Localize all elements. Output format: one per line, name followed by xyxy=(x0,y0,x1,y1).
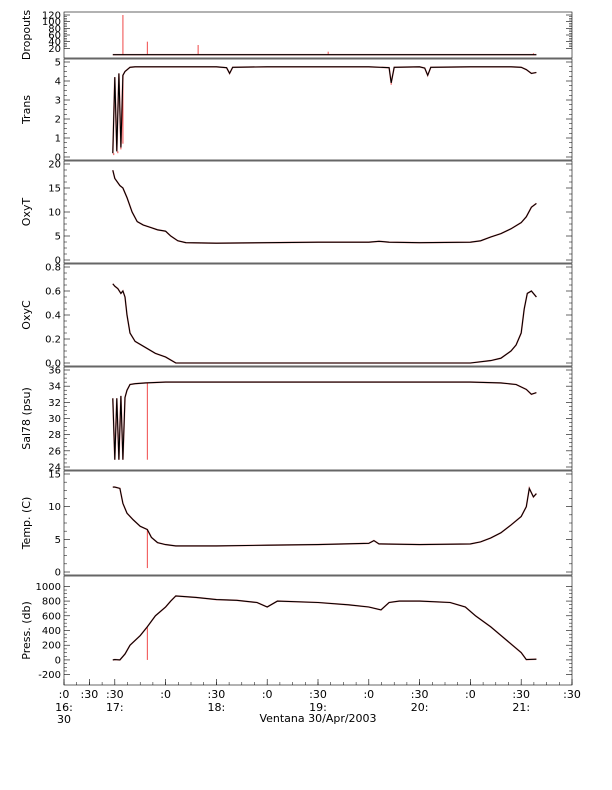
y-tick-label: 400 xyxy=(42,626,61,637)
y-tick-label: 60 xyxy=(48,31,61,42)
y-tick-label: 20 xyxy=(48,44,61,55)
y-tick-label: 40 xyxy=(48,37,61,48)
series-line xyxy=(112,595,537,661)
series-flag-overlay xyxy=(112,65,537,154)
y-tick-label: 10 xyxy=(48,502,61,513)
y-tick-label: 36 xyxy=(48,366,61,377)
panel-frame xyxy=(63,263,573,367)
y-axis-title: OxyT xyxy=(20,198,33,227)
panel-frame xyxy=(63,58,573,161)
series-line xyxy=(112,381,537,460)
y-tick-label: 0 xyxy=(55,256,61,267)
x-tick-label: :30 xyxy=(81,688,99,701)
y-tick-label: 0 xyxy=(55,655,61,666)
series-line xyxy=(112,486,537,547)
panel-sal78: 24 26 28 30 32 34 36 Sal78 (psu) xyxy=(20,366,573,474)
y-tick-label: 120 xyxy=(42,11,61,22)
panel-trans: 0 1 2 3 4 5 Trans xyxy=(20,58,573,164)
y-tick-label: 200 xyxy=(42,641,61,652)
y-axis-title: OxyC xyxy=(20,300,33,330)
y-tick-label: -200 xyxy=(38,670,61,681)
y-tick-label: 26 xyxy=(48,446,61,457)
y-tick-label: 4 xyxy=(55,77,61,88)
y-axis-title: Dropouts xyxy=(20,10,33,60)
y-axis-title: Trans xyxy=(20,95,33,125)
y-tick-label: 28 xyxy=(48,430,61,441)
y-tick-label: 600 xyxy=(42,611,61,622)
y-tick-label: 5 xyxy=(55,535,61,546)
y-tick-label: 80 xyxy=(48,24,61,35)
y-tick-label: 3 xyxy=(55,96,61,107)
y-tick-label: 800 xyxy=(42,597,61,608)
y-tick-label: 0 xyxy=(55,153,61,164)
series-flag-overlay xyxy=(112,283,538,364)
y-tick-label: 15 xyxy=(48,184,61,195)
x-tick-label: :30 xyxy=(309,688,327,701)
y-tick-label: 0.6 xyxy=(45,287,61,298)
y-tick-label: 0.8 xyxy=(45,263,61,274)
x-tick-sublabel: 17: xyxy=(106,701,124,714)
y-tick-label: 32 xyxy=(48,398,61,409)
series-flag-overlay xyxy=(112,595,537,661)
series-line xyxy=(112,66,537,154)
y-tick-label: 10 xyxy=(48,208,61,219)
x-tick-sublabel: 16: xyxy=(55,701,73,714)
panel-oxyc: 0.0 0.2 0.4 0.6 0.8 OxyC xyxy=(20,263,573,370)
y-tick-label: 0.0 xyxy=(45,359,61,370)
x-tick-sublabel: 18: xyxy=(208,701,226,714)
panels-layer: 20406080100120Dropouts012345Trans0510152… xyxy=(20,10,573,686)
y-tick-label: 0 xyxy=(55,568,61,579)
y-tick-label: 15 xyxy=(48,470,61,481)
x-tick-label: :0 xyxy=(262,688,273,701)
series-flag-overlay xyxy=(112,170,537,245)
x-tick-sublabel: 20: xyxy=(411,701,429,714)
x-tick-label: :0 xyxy=(465,688,476,701)
y-tick-label: 30 xyxy=(48,414,61,425)
x-tick-label: :30 xyxy=(208,688,226,701)
x-tick-label: :0 xyxy=(160,688,171,701)
x-tick-sublabel: 21: xyxy=(512,701,530,714)
series-line xyxy=(112,170,537,244)
panel-frame xyxy=(63,160,573,264)
x-tick-sublabel: 19: xyxy=(309,701,327,714)
y-axis-title: Sal78 (psu) xyxy=(20,387,33,450)
y-tick-label: 5 xyxy=(55,232,61,243)
y-tick-label: 100 xyxy=(42,17,61,28)
series-line xyxy=(112,283,537,364)
panel-frame xyxy=(63,11,573,59)
x-tick-label: :0 xyxy=(59,688,70,701)
x-tick-label: :30 xyxy=(106,688,124,701)
x-tick-label: :30 xyxy=(512,688,530,701)
y-tick-label: 0.2 xyxy=(45,335,61,346)
x-tick-sublabel: 30 xyxy=(57,713,71,726)
y-tick-label: 20 xyxy=(48,160,61,171)
x-tick-label: :30 xyxy=(563,688,581,701)
series-flag-overlay xyxy=(112,381,537,460)
y-tick-label: 5 xyxy=(55,58,61,69)
x-tick-label: :30 xyxy=(411,688,429,701)
x-tick-label: :0 xyxy=(363,688,374,701)
y-tick-label: 1000 xyxy=(36,582,61,593)
y-tick-label: 24 xyxy=(48,463,61,474)
x-axis: :016:30:30:3017::0:3018::0:3019::0:3020:… xyxy=(55,679,581,726)
y-tick-label: 0.4 xyxy=(45,311,61,322)
y-axis-title: Temp. (C) xyxy=(20,497,33,551)
panel-oxyt: 0 5 10 15 20 OxyT xyxy=(20,160,573,267)
panel-temp: 0 5 10 15 Temp. (C) xyxy=(20,470,573,579)
series-flag-overlay xyxy=(112,485,537,547)
y-axis-title: Press. (db) xyxy=(20,601,33,660)
chart-caption: Ventana 30/Apr/2003 xyxy=(259,712,376,725)
y-tick-label: 1 xyxy=(55,134,61,145)
panel-frame xyxy=(63,470,573,576)
y-tick-label: 2 xyxy=(55,115,61,126)
y-tick-label: 34 xyxy=(48,382,61,393)
